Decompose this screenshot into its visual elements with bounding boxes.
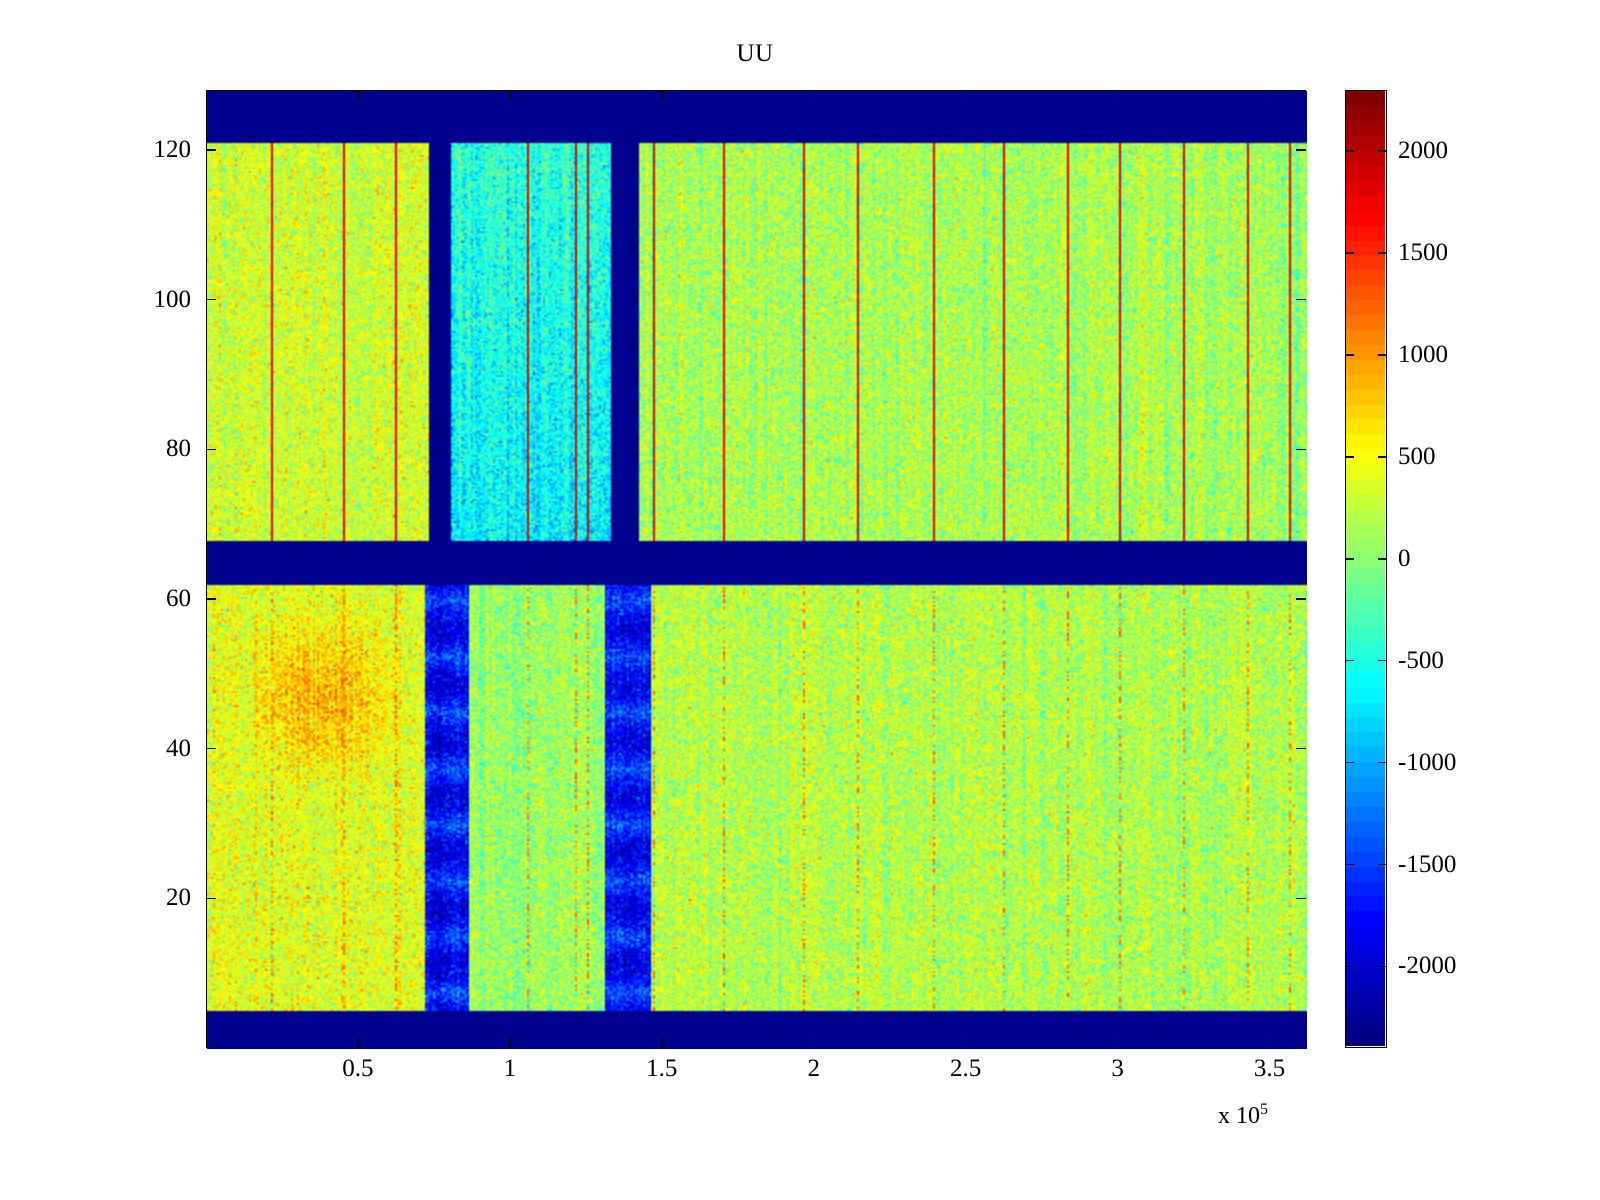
y-axis-tick-right: [1296, 747, 1306, 750]
colorbar-tick-right: [1378, 659, 1387, 662]
y-axis-tick-right: [1296, 448, 1306, 450]
colorbar-tick-left: [1345, 354, 1354, 356]
x-axis-tick-top: [812, 90, 815, 100]
x-axis-tick-label: 1: [503, 1055, 517, 1082]
x-axis-tick: [357, 1038, 359, 1048]
x-axis-tick: [509, 1038, 511, 1048]
colorbar-tick-right: [1378, 456, 1387, 458]
exponent-power: 5: [1260, 1101, 1268, 1118]
heatmap-axes[interactable]: [206, 90, 1307, 1049]
x-axis-tick: [964, 1038, 967, 1048]
colorbar-tick-right: [1378, 761, 1387, 764]
colorbar-tick-left: [1345, 659, 1354, 662]
colorbar-tick-right: [1378, 150, 1387, 152]
x-axis-tick: [1116, 1038, 1119, 1048]
x-axis-tick-top: [1116, 90, 1119, 100]
colorbar-tick-label: 1500: [1398, 239, 1448, 267]
colorbar-tick-right: [1378, 965, 1387, 968]
colorbar-tick-right: [1378, 558, 1387, 560]
y-axis-tick-label: 120: [153, 135, 192, 163]
x-axis-tick: [661, 1038, 663, 1048]
y-axis-tick-right: [1296, 897, 1306, 900]
x-axis-tick-label: 0.5: [342, 1055, 374, 1082]
y-axis-tick: [206, 149, 216, 151]
x-axis-tick-top: [357, 90, 359, 100]
y-axis-tick-right: [1296, 298, 1306, 301]
y-axis-tick-right: [1296, 598, 1306, 600]
x-axis-tick-top: [661, 90, 663, 100]
y-axis-tick: [206, 598, 216, 600]
colorbar-tick-right: [1378, 863, 1387, 866]
colorbar-tick-label: -1500: [1398, 850, 1457, 878]
x-axis-tick-label: 1.5: [646, 1055, 678, 1082]
y-axis-tick-label: 60: [166, 584, 191, 612]
colorbar-tick-label: 500: [1398, 442, 1436, 470]
y-axis-tick: [206, 298, 216, 301]
x-axis-tick-top: [509, 90, 511, 100]
y-axis-tick-label: 80: [166, 435, 191, 463]
colorbar-tick-left: [1345, 252, 1354, 254]
y-axis-tick-label: 20: [166, 884, 191, 912]
colorbar-tick-label: 1000: [1398, 340, 1448, 368]
colorbar-tick-left: [1345, 456, 1354, 458]
y-axis-tick-right: [1296, 149, 1306, 151]
x-axis-tick: [1268, 1038, 1271, 1048]
colorbar-tick-label: 0: [1398, 544, 1411, 572]
colorbar[interactable]: [1345, 90, 1387, 1048]
y-axis-tick: [206, 897, 216, 900]
colorbar-tick-label: 2000: [1398, 137, 1448, 165]
x-axis-tick-label: 3.5: [1253, 1055, 1286, 1082]
colorbar-tick-left: [1345, 150, 1354, 152]
x-axis-tick-top: [1268, 90, 1271, 100]
colorbar-tick-label: -500: [1398, 646, 1444, 674]
colorbar-tick-left: [1345, 761, 1354, 764]
y-axis-tick-label: 100: [153, 285, 192, 313]
exponent-mantissa: x 10: [1218, 1103, 1260, 1129]
y-axis-tick-label: 40: [166, 734, 191, 762]
x-axis-tick-label: 2.5: [950, 1055, 982, 1082]
x-axis-tick: [812, 1038, 815, 1048]
page-title: UU: [736, 40, 774, 67]
colorbar-tick-left: [1345, 965, 1354, 968]
colorbar-gradient: [1346, 91, 1385, 1046]
x-axis-tick-label: 2: [807, 1055, 820, 1082]
colorbar-tick-left: [1345, 863, 1354, 866]
colorbar-tick-label: -1000: [1398, 748, 1457, 776]
colorbar-tick-right: [1378, 252, 1387, 254]
colorbar-tick-left: [1345, 558, 1354, 560]
heatmap-image: [207, 91, 1307, 1049]
x-axis-exponent-label: x 105: [1218, 1101, 1268, 1130]
y-axis-tick: [206, 747, 216, 750]
x-axis-tick-top: [964, 90, 967, 100]
colorbar-tick-right: [1378, 354, 1387, 356]
x-axis-tick-label: 3: [1111, 1055, 1124, 1082]
y-axis-tick: [206, 448, 216, 450]
colorbar-tick-label: -2000: [1398, 952, 1457, 980]
